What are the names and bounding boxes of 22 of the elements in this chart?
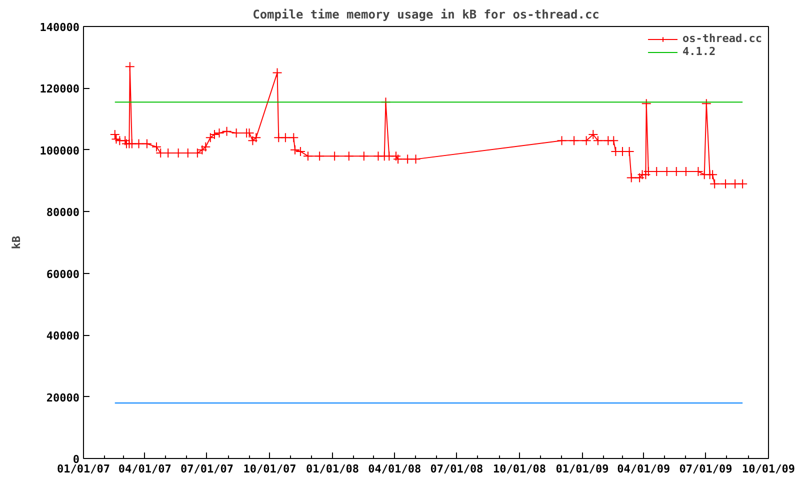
x-tick-label: 10/01/08 bbox=[492, 462, 546, 476]
x-tick-label: 07/01/09 bbox=[679, 462, 732, 476]
chart-title: Compile time memory usage in kB for os-thread.cc bbox=[252, 8, 600, 22]
y-tick-label: 120000 bbox=[40, 82, 80, 96]
x-tick-label: 10/01/09 bbox=[742, 462, 795, 476]
x-tick-label: 07/01/08 bbox=[430, 462, 484, 476]
x-tick-label: 01/01/08 bbox=[306, 462, 360, 476]
y-axis-title: kB bbox=[10, 236, 23, 250]
legend-label: 4.1.2 bbox=[682, 45, 716, 58]
x-tick-label: 01/01/09 bbox=[556, 462, 609, 476]
y-tick-label: 140000 bbox=[40, 21, 80, 34]
x-tick-label: 04/01/09 bbox=[617, 462, 670, 476]
y-tick-label: 100000 bbox=[40, 144, 80, 158]
x-tick-label: 04/01/07 bbox=[118, 462, 172, 476]
x-tick-label: 07/01/07 bbox=[180, 462, 234, 476]
x-tick-label: 04/01/08 bbox=[368, 462, 422, 476]
y-tick-label: 20000 bbox=[46, 391, 80, 404]
y-tick-label: 80000 bbox=[46, 206, 80, 220]
legend-label: os-thread.cc bbox=[682, 32, 762, 45]
y-tick-label: 40000 bbox=[46, 330, 80, 343]
y-tick-label: 60000 bbox=[46, 268, 80, 281]
x-tick-label: 10/01/07 bbox=[243, 462, 296, 476]
